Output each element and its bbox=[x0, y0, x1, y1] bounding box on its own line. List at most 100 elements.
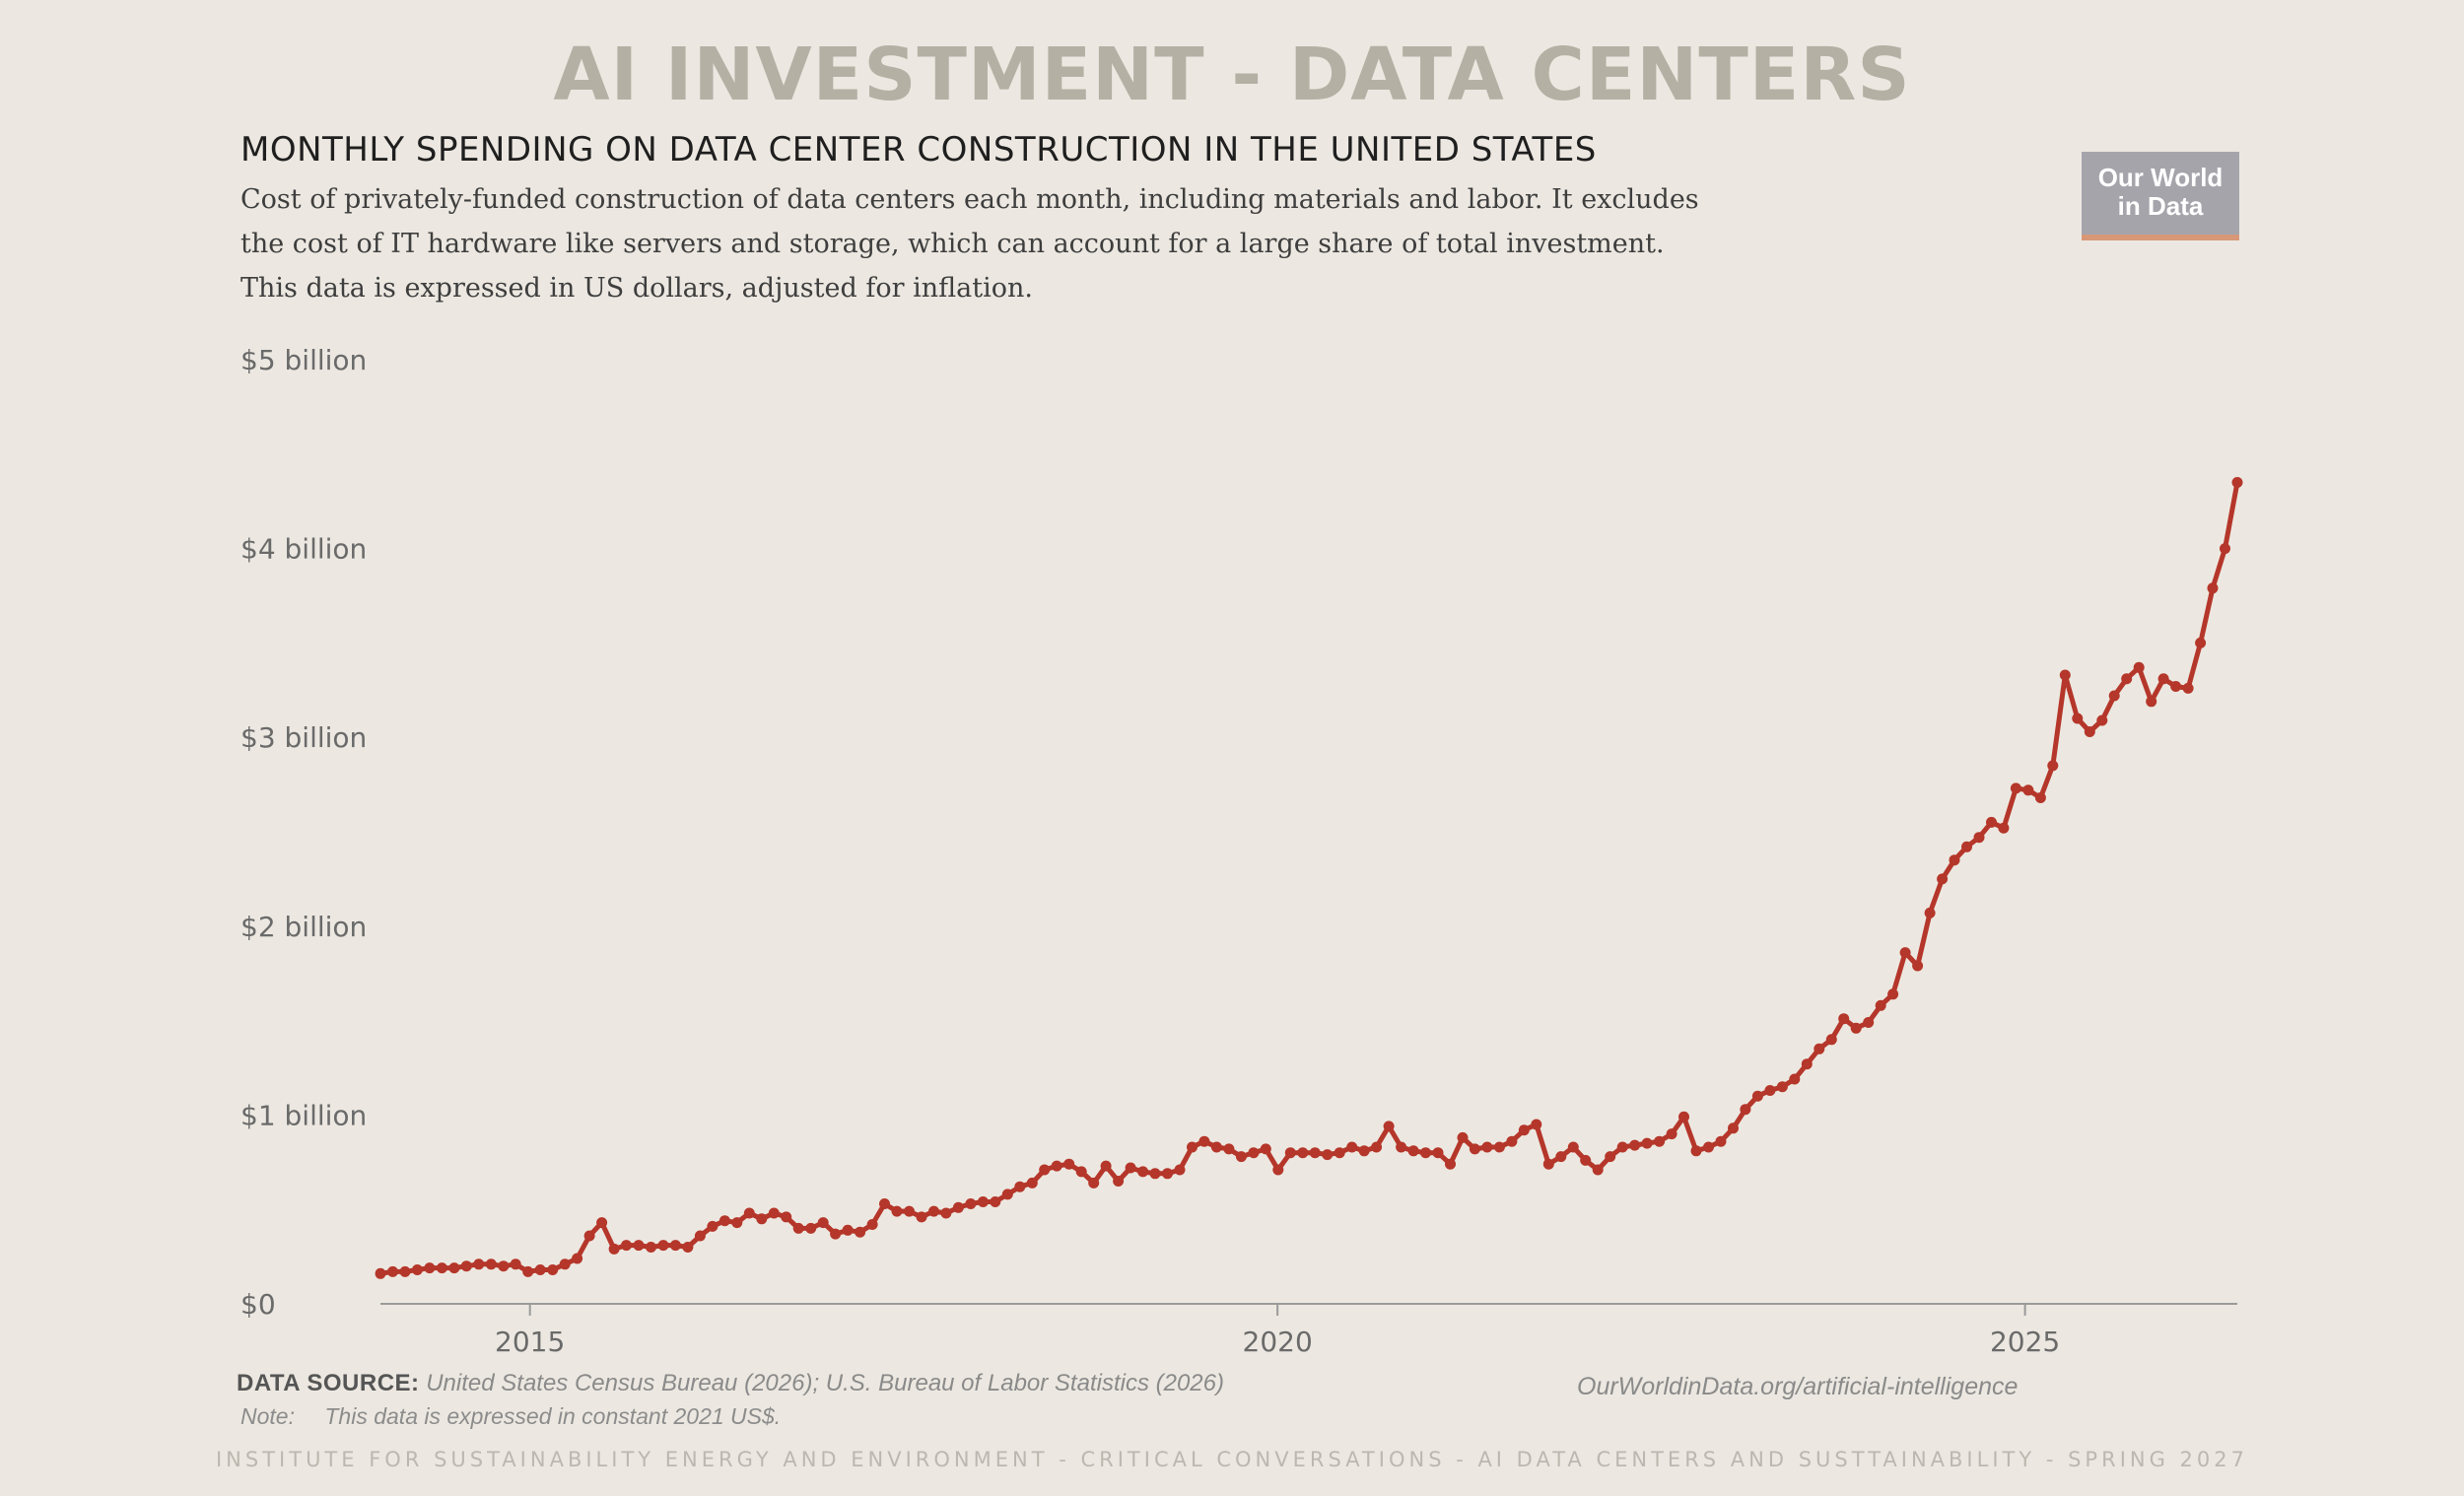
data-point-70 bbox=[1235, 1151, 1247, 1163]
data-point-148 bbox=[2195, 637, 2207, 648]
data-point-108 bbox=[1703, 1141, 1714, 1153]
y-tick-label-5: $5 billion bbox=[240, 344, 367, 376]
data-point-17 bbox=[583, 1230, 595, 1242]
data-point-77 bbox=[1322, 1149, 1334, 1161]
data-point-64 bbox=[1162, 1168, 1173, 1180]
data-point-5 bbox=[436, 1262, 447, 1274]
data-point-86 bbox=[1432, 1147, 1444, 1159]
x-tick-label-2: 2025 bbox=[1990, 1326, 2060, 1358]
data-point-65 bbox=[1174, 1164, 1186, 1176]
data-point-82 bbox=[1383, 1121, 1395, 1132]
data-point-114 bbox=[1776, 1081, 1788, 1093]
data-point-39 bbox=[855, 1226, 866, 1238]
data-point-97 bbox=[1567, 1141, 1579, 1153]
data-point-89 bbox=[1469, 1143, 1480, 1155]
data-point-103 bbox=[1641, 1137, 1653, 1149]
data-source: DATA SOURCE: United States Census Bureau… bbox=[237, 1369, 1224, 1398]
data-point-128 bbox=[1949, 854, 1960, 866]
data-point-28 bbox=[719, 1215, 730, 1227]
y-tick-label-4: $4 billion bbox=[240, 533, 367, 566]
data-point-47 bbox=[952, 1201, 964, 1213]
data-point-15 bbox=[559, 1258, 571, 1270]
data-point-106 bbox=[1678, 1111, 1689, 1122]
data-note: Note: This data is expressed in constant… bbox=[240, 1401, 781, 1431]
data-point-87 bbox=[1445, 1158, 1456, 1170]
data-point-63 bbox=[1149, 1168, 1161, 1180]
data-point-13 bbox=[534, 1264, 546, 1275]
note-label: Note: bbox=[240, 1403, 295, 1429]
data-point-150 bbox=[2220, 543, 2230, 555]
data-point-66 bbox=[1187, 1141, 1198, 1153]
data-point-21 bbox=[633, 1240, 645, 1252]
x-axis-ticks: 2015 2020 2025 bbox=[495, 1304, 2060, 1358]
data-point-55 bbox=[1051, 1160, 1062, 1172]
data-point-78 bbox=[1334, 1147, 1345, 1159]
data-point-11 bbox=[510, 1258, 521, 1270]
data-point-25 bbox=[682, 1242, 694, 1253]
data-point-113 bbox=[1764, 1085, 1776, 1096]
data-point-129 bbox=[1961, 841, 1972, 852]
data-point-147 bbox=[2182, 682, 2194, 694]
data-point-46 bbox=[940, 1207, 952, 1219]
data-point-112 bbox=[1751, 1090, 1763, 1102]
data-point-138 bbox=[2072, 713, 2084, 724]
data-point-140 bbox=[2096, 714, 2108, 726]
source-text: United States Census Bureau (2026); U.S.… bbox=[426, 1370, 1224, 1396]
logo-line-2: in Data bbox=[2117, 191, 2204, 221]
data-point-146 bbox=[2170, 681, 2182, 692]
data-point-41 bbox=[879, 1198, 890, 1209]
chart-description: Cost of privately-funded construction of… bbox=[240, 184, 1699, 304]
data-point-145 bbox=[2157, 673, 2169, 685]
data-point-139 bbox=[2084, 726, 2095, 737]
data-point-95 bbox=[1542, 1158, 1554, 1170]
data-point-109 bbox=[1715, 1135, 1727, 1147]
source-label: DATA SOURCE: bbox=[237, 1370, 420, 1396]
data-point-40 bbox=[866, 1219, 878, 1230]
data-point-31 bbox=[756, 1213, 768, 1225]
x-tick-label-1: 2020 bbox=[1243, 1326, 1313, 1358]
data-point-83 bbox=[1396, 1141, 1407, 1153]
data-point-116 bbox=[1801, 1058, 1813, 1070]
y-tick-label-1: $1 billion bbox=[240, 1099, 367, 1131]
data-point-12 bbox=[522, 1265, 534, 1277]
data-point-94 bbox=[1531, 1119, 1542, 1130]
data-point-124 bbox=[1899, 947, 1911, 959]
data-point-121 bbox=[1863, 1017, 1875, 1028]
logo-line-1: Our World bbox=[2097, 163, 2224, 192]
data-point-19 bbox=[608, 1243, 620, 1255]
data-point-61 bbox=[1125, 1162, 1136, 1174]
data-point-52 bbox=[1014, 1181, 1026, 1192]
our-world-in-data-logo[interactable]: Our World in Data bbox=[2082, 152, 2239, 240]
data-point-10 bbox=[498, 1260, 510, 1272]
data-point-111 bbox=[1740, 1104, 1751, 1116]
data-point-151 bbox=[2231, 477, 2243, 488]
series-line bbox=[377, 480, 2240, 1276]
data-point-1 bbox=[387, 1265, 398, 1277]
data-point-127 bbox=[1937, 873, 1949, 885]
data-point-29 bbox=[731, 1217, 743, 1229]
data-point-9 bbox=[485, 1258, 497, 1270]
data-point-72 bbox=[1260, 1143, 1271, 1155]
data-point-6 bbox=[448, 1262, 460, 1274]
data-point-98 bbox=[1580, 1154, 1592, 1166]
data-point-96 bbox=[1555, 1151, 1567, 1163]
data-point-102 bbox=[1629, 1139, 1641, 1151]
data-point-119 bbox=[1838, 1013, 1850, 1025]
data-point-36 bbox=[817, 1217, 829, 1229]
data-point-81 bbox=[1371, 1141, 1383, 1153]
data-point-123 bbox=[1887, 988, 1899, 1000]
data-point-84 bbox=[1407, 1145, 1419, 1157]
main-title: AI INVESTMENT - DATA CENTERS bbox=[553, 33, 1911, 117]
source-url-link[interactable]: OurWorldinData.org/artificial-intelligen… bbox=[1577, 1373, 2019, 1400]
data-point-32 bbox=[768, 1207, 780, 1219]
data-point-62 bbox=[1137, 1166, 1149, 1178]
data-point-134 bbox=[2022, 784, 2034, 796]
data-point-22 bbox=[646, 1242, 656, 1253]
data-point-85 bbox=[1420, 1147, 1431, 1159]
data-point-26 bbox=[694, 1230, 706, 1242]
data-point-54 bbox=[1039, 1164, 1051, 1176]
data-point-16 bbox=[572, 1253, 583, 1264]
data-point-30 bbox=[743, 1207, 755, 1219]
data-point-104 bbox=[1654, 1135, 1666, 1147]
data-point-71 bbox=[1248, 1147, 1260, 1159]
